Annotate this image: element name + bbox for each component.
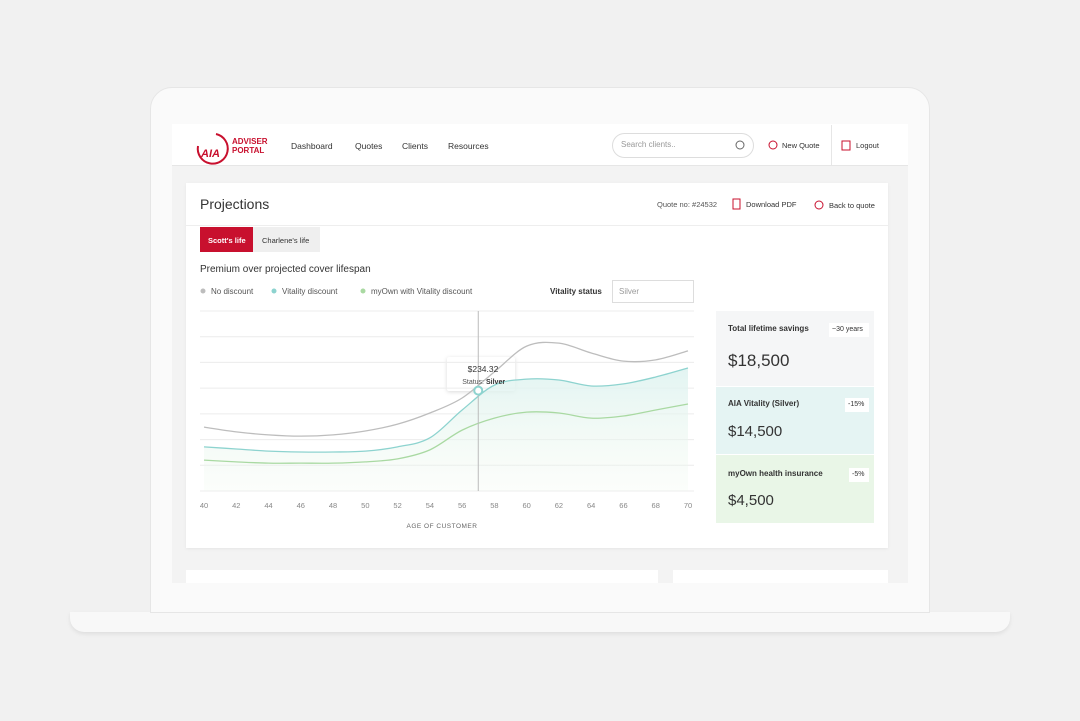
x-tick-label: 58	[490, 501, 498, 510]
quote-no: Quote no: #24532	[657, 200, 718, 209]
series-line	[203, 367, 689, 453]
tooltip-value: $234.32	[468, 364, 499, 374]
divider	[831, 125, 832, 165]
badge	[849, 468, 869, 482]
summary-box	[716, 455, 874, 523]
series-line	[203, 341, 689, 437]
logo-text: PORTAL	[232, 146, 265, 155]
card-partial	[186, 570, 658, 583]
page-title: Projections	[200, 196, 270, 212]
tooltip-status-label: Status:	[462, 379, 484, 386]
x-axis-label: AGE OF CUSTOMER	[407, 523, 478, 530]
legend-label: myOwn with Vitality discount	[371, 287, 473, 296]
x-tick-label: 70	[684, 501, 692, 510]
hover-dot	[473, 385, 484, 396]
summary-label: AIA Vitality (Silver)	[728, 399, 800, 408]
badge	[829, 323, 869, 337]
summary-value: $18,500	[728, 351, 790, 370]
search-icon	[735, 140, 745, 150]
plus-icon	[768, 140, 778, 150]
laptop-base	[70, 612, 1010, 632]
back-icon	[814, 200, 824, 210]
summary-value: $14,500	[728, 423, 783, 440]
logo-mark: AIA	[201, 148, 220, 160]
x-tick-label: 42	[232, 501, 240, 510]
badge	[845, 398, 869, 412]
nav-bar	[172, 124, 908, 166]
logout[interactable]: Logout	[856, 141, 879, 150]
card-partial	[673, 570, 888, 583]
tab-label[interactable]: Scott's life	[208, 236, 246, 245]
chart-title: Premium over projected cover lifespan	[200, 264, 371, 275]
x-tick-label: 64	[587, 501, 595, 510]
summary-badge: -5%	[852, 471, 865, 478]
logout-icon	[841, 140, 851, 151]
tab[interactable]	[253, 227, 320, 252]
legend-dot	[200, 288, 206, 294]
nav-link[interactable]: Quotes	[355, 141, 383, 151]
summary-value: $4,500	[728, 492, 774, 509]
summary-label: myOwn health insurance	[728, 469, 823, 478]
x-tick-label: 56	[458, 501, 466, 510]
legend-dot	[271, 288, 277, 294]
tooltip-status: Silver	[486, 379, 505, 386]
summary-badge: -15%	[848, 401, 865, 408]
tab-label[interactable]: Charlene's life	[262, 236, 310, 245]
tab-active[interactable]	[200, 227, 253, 252]
x-tick-label: 44	[264, 501, 272, 510]
vitality-input[interactable]	[612, 280, 694, 303]
x-tick-label: 50	[361, 501, 369, 510]
x-tick-label: 40	[200, 501, 208, 510]
pdf-icon	[732, 198, 741, 210]
summary-label: Total lifetime savings	[728, 324, 809, 333]
back-to-quote[interactable]: Back to quote	[829, 201, 875, 210]
x-tick-label: 46	[297, 501, 305, 510]
download-pdf[interactable]: Download PDF	[746, 200, 797, 209]
logo-arc	[196, 133, 229, 165]
logo-text: ADVISER	[232, 137, 268, 146]
nav-link[interactable]: Clients	[402, 141, 428, 151]
legend-label: Vitality discount	[282, 287, 338, 296]
x-tick-label: 62	[555, 501, 563, 510]
series-line	[203, 403, 689, 464]
new-quote[interactable]: New Quote	[782, 141, 820, 150]
x-tick-label: 66	[619, 501, 627, 510]
search-box[interactable]	[612, 133, 754, 158]
area	[204, 368, 688, 491]
legend-dot	[360, 288, 366, 294]
search-placeholder: Search clients..	[621, 140, 676, 149]
vitality-value: Silver	[619, 287, 640, 296]
nav-link[interactable]: Dashboard	[291, 141, 333, 151]
x-tick-label: 52	[393, 501, 401, 510]
x-tick-label: 48	[329, 501, 337, 510]
legend-label: No discount	[211, 287, 254, 296]
vitality-label: Vitality status	[550, 287, 602, 296]
x-tick-label: 60	[522, 501, 530, 510]
summary-badge: ~30 years	[832, 326, 863, 333]
x-tick-label: 54	[426, 501, 434, 510]
x-tick-label: 68	[652, 501, 660, 510]
divider	[186, 225, 888, 226]
nav-link[interactable]: Resources	[448, 141, 489, 151]
